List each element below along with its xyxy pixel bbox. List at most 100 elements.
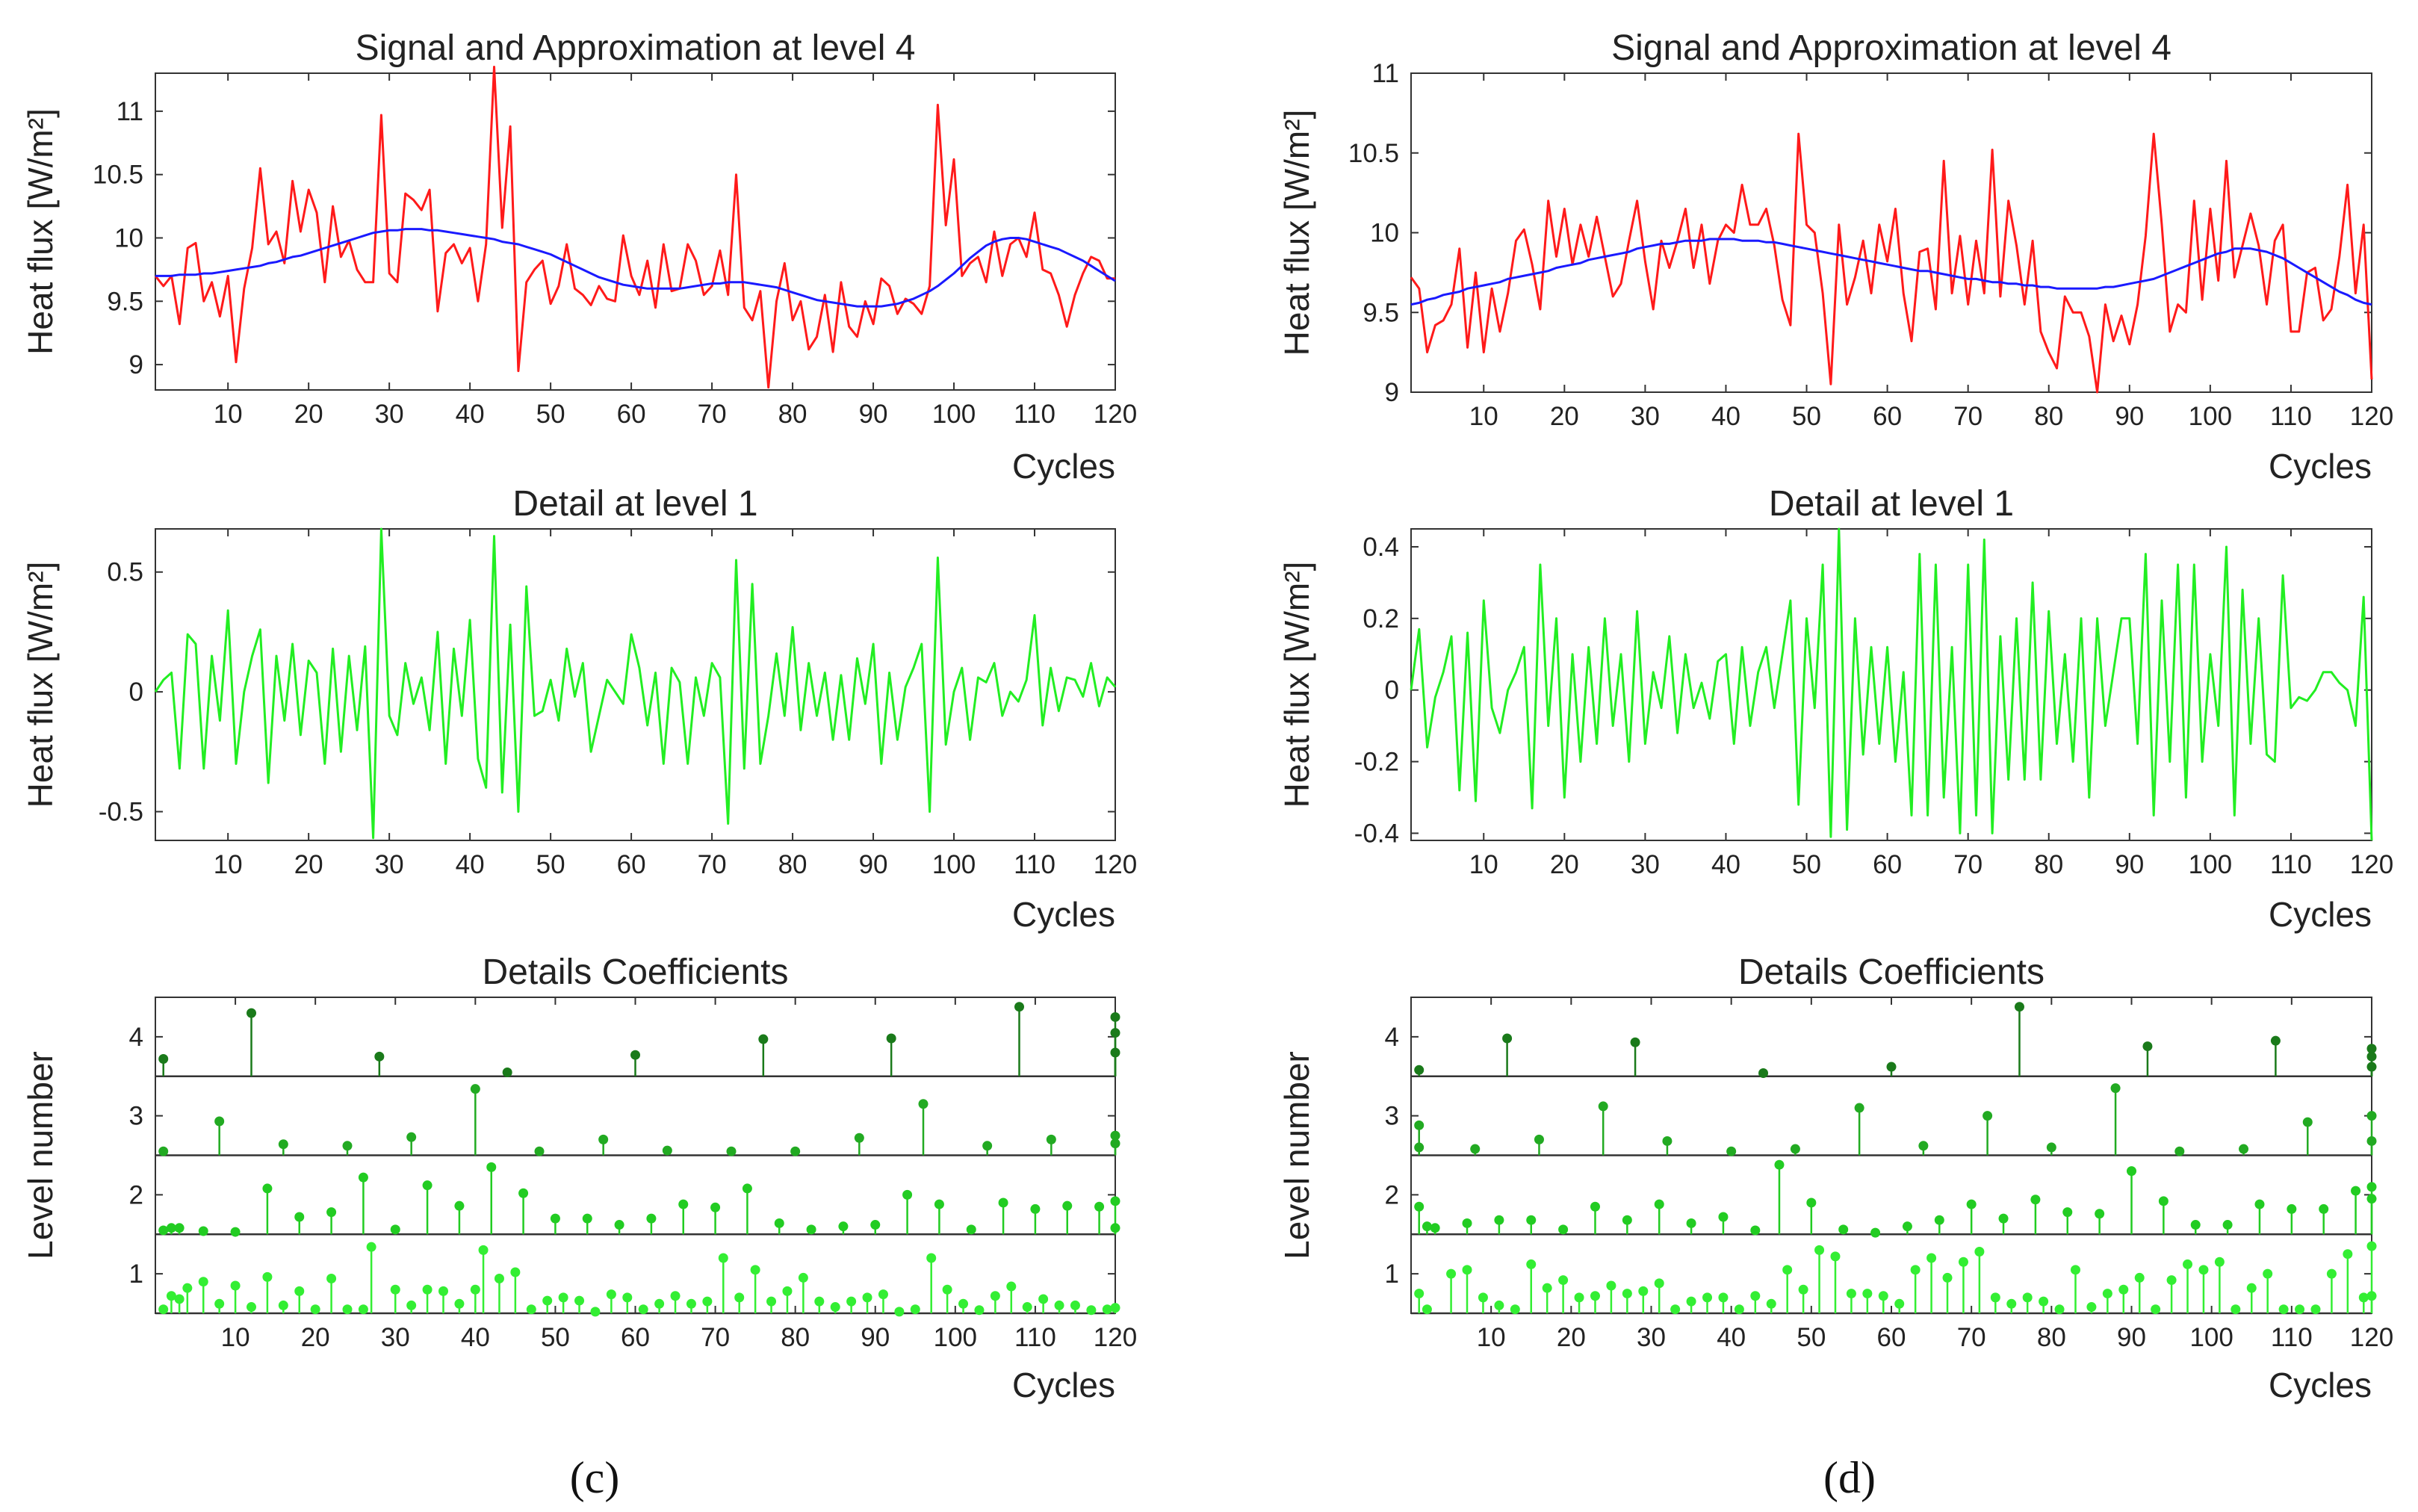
d-coefs-level-3-stem-marker xyxy=(1414,1142,1425,1153)
d-coefs-level-1-stem-marker xyxy=(2086,1302,2097,1313)
c-coefs-level-2-stem-marker xyxy=(710,1202,721,1212)
d-coefs-level-2-stem-marker xyxy=(1558,1224,1569,1235)
c-coefs-level-1-stem-marker xyxy=(718,1253,728,1263)
c-coefs-level-1-stem-marker xyxy=(942,1284,952,1295)
c-coefs-level-1-stem-marker xyxy=(542,1295,553,1306)
d-coefs-level-1-stem-marker xyxy=(2246,1283,2257,1293)
c-coefs-level-2-stem-marker xyxy=(870,1220,881,1230)
c-coefs-level-2-stem-marker xyxy=(582,1213,592,1224)
d-coefs-x-tick-label: 30 xyxy=(1637,1323,1666,1352)
c-coefs-level-3-stem-marker xyxy=(342,1141,353,1151)
c-coefs-level-1-stem-marker xyxy=(910,1304,920,1315)
d-signal-x-axis-label: Cycles xyxy=(2269,447,2372,486)
d-coefs-level-1-stem-marker xyxy=(1558,1275,1569,1286)
d-coefs-level-2-stem-marker xyxy=(1934,1215,1944,1225)
d-detail-series-signal-line xyxy=(1410,527,2373,841)
c-coefs-level-1-stem-marker xyxy=(326,1273,337,1283)
c-signal-y-tick-label: 9 xyxy=(129,350,143,379)
c-coefs-level-2-stem-marker xyxy=(158,1225,169,1236)
c-signal-x-tick-label: 40 xyxy=(456,400,485,429)
c-detail-x-tick-label: 110 xyxy=(1014,850,1055,879)
c-coefs-level-2-stem-marker xyxy=(934,1199,944,1209)
c-signal-x-tick-label: 60 xyxy=(617,400,646,429)
c-coefs-level-2-stem-marker xyxy=(454,1200,465,1211)
c-coefs-level-3-stem-marker xyxy=(158,1146,169,1156)
d-coefs-level-1-stem-marker xyxy=(1542,1283,1552,1293)
d-coefs-level-2-stem-marker xyxy=(1966,1199,1977,1209)
c-signal-axes-box xyxy=(155,72,1116,391)
d-detail-x-tick-label: 100 xyxy=(2189,850,2232,879)
d-coefs-level-2-stem-marker xyxy=(2366,1182,2377,1192)
d-signal-y-tick-label: 9 xyxy=(1385,378,1399,407)
c-coefs-level-2-stem-marker xyxy=(326,1207,337,1218)
d-coefs-level-1-stem-marker xyxy=(2278,1304,2289,1315)
d-coefs-x-tick-label: 10 xyxy=(1477,1323,1506,1352)
d-coefs-level-4-stem-marker xyxy=(1502,1033,1513,1044)
d-coefs-level-2-stem-marker xyxy=(2287,1203,2297,1214)
c-detail-y-axis-label: Heat flux [W/m²] xyxy=(21,562,60,808)
panel-d-detail-level-1: Detail at level 1 Cycles Heat flux [W/m²] 1… xyxy=(1277,484,2393,934)
c-detail-x-tick-label: 20 xyxy=(294,850,323,879)
d-coefs-level-1-stem-marker xyxy=(2343,1249,2353,1260)
d-coefs-level-1-stem-marker xyxy=(1718,1292,1729,1303)
c-coefs-level-2-stem-marker xyxy=(1110,1196,1120,1206)
d-coefs-level-1-stem-marker xyxy=(1926,1253,1937,1263)
c-coefs-level-1-stem-marker xyxy=(654,1298,665,1309)
c-coefs-level-1-stem-marker xyxy=(262,1271,273,1282)
d-signal-x-tick-label: 30 xyxy=(1631,402,1660,431)
c-coefs-level-2-stem-marker xyxy=(486,1162,497,1172)
d-coefs-x-tick-label: 60 xyxy=(1877,1323,1906,1352)
d-coefs-level-1-stem-marker xyxy=(1750,1291,1761,1301)
c-coefs-level-2-stem-marker xyxy=(1062,1200,1073,1211)
d-coefs-level-1-stem-marker xyxy=(1894,1298,1905,1309)
d-coefs-x-tick-label: 50 xyxy=(1797,1323,1826,1352)
d-coefs-level-2-stem-marker xyxy=(2351,1186,2361,1196)
c-detail-x-tick-label: 60 xyxy=(617,850,646,879)
d-coefs-level-1-stem-marker xyxy=(2366,1291,2377,1301)
c-coefs-level-1-stem-marker xyxy=(750,1265,760,1275)
d-coefs-level-2-stem-marker xyxy=(1414,1201,1425,1212)
c-coefs-level-1-stem-marker xyxy=(342,1304,353,1315)
d-signal-x-tick-label: 20 xyxy=(1550,402,1579,431)
d-coefs-level-1-stem-marker xyxy=(1462,1265,1472,1275)
c-coefs-x-tick-label: 70 xyxy=(701,1323,730,1352)
d-coefs-level-2-stem-marker xyxy=(1462,1218,1472,1228)
d-coefs-level-1-stem-marker xyxy=(1574,1292,1584,1303)
c-coefs-level-1-stem-marker xyxy=(247,1302,256,1313)
d-coefs-level-2-stem-marker xyxy=(1422,1221,1432,1232)
c-coefs-level-2-stem-marker xyxy=(550,1213,560,1224)
d-coefs-level-3-stem-marker xyxy=(1790,1144,1800,1154)
d-coefs-level-1-stem-marker xyxy=(1878,1291,1888,1301)
d-coefs-x-tick-label: 90 xyxy=(2117,1323,2146,1352)
c-coefs-level-2-stem-marker xyxy=(838,1221,849,1232)
c-signal-x-tick-label: 30 xyxy=(375,400,404,429)
d-coefs-level-2-stem-marker xyxy=(1526,1215,1537,1225)
c-coefs-y-tick-label: 1 xyxy=(129,1260,143,1289)
c-coefs-level-3-stem-marker xyxy=(1110,1130,1120,1141)
d-coefs-level-3-stem-marker xyxy=(2366,1111,2377,1121)
d-coefs-level-2-stem-marker xyxy=(1998,1213,2009,1224)
d-coefs-level-1-stem-marker xyxy=(2118,1284,2129,1295)
c-coefs-level-2-stem-marker xyxy=(1030,1203,1041,1214)
d-coefs-level-3-stem-marker xyxy=(2110,1083,2121,1094)
c-coefs-level-2-stem-marker xyxy=(774,1218,784,1228)
c-signal-x-axis-label: Cycles xyxy=(1012,447,1115,486)
c-coefs-x-tick-label: 90 xyxy=(861,1323,890,1352)
c-coefs-level-1-stem-marker xyxy=(510,1267,521,1277)
d-coefs-level-1-stem-marker xyxy=(2022,1292,2033,1303)
d-coefs-level-1-stem-marker xyxy=(1830,1251,1841,1262)
c-coefs-level-3-stem-marker xyxy=(598,1134,609,1144)
d-detail-x-tick-label: 60 xyxy=(1873,850,1902,879)
c-coefs-level-1-stem-marker xyxy=(366,1242,376,1252)
d-coefs-level-1-stem-marker xyxy=(1670,1304,1681,1315)
d-coefs-level-2-stem-marker xyxy=(2319,1203,2329,1214)
d-coefs-level-3-stem-marker xyxy=(1470,1144,1481,1154)
c-coefs-level-2-stem-marker xyxy=(742,1183,752,1194)
d-signal-series-approximation-line xyxy=(1410,238,2372,306)
d-coefs-level-4-stem-marker xyxy=(1414,1065,1425,1075)
d-detail-x-axis-label: Cycles xyxy=(2269,895,2372,934)
d-coefs-x-tick-label: 80 xyxy=(2037,1323,2066,1352)
d-coefs-level-1-stem-marker xyxy=(1814,1245,1825,1255)
d-coefs-level-3-stem-marker xyxy=(1662,1135,1673,1146)
c-coefs-level-1-stem-marker xyxy=(782,1286,793,1296)
